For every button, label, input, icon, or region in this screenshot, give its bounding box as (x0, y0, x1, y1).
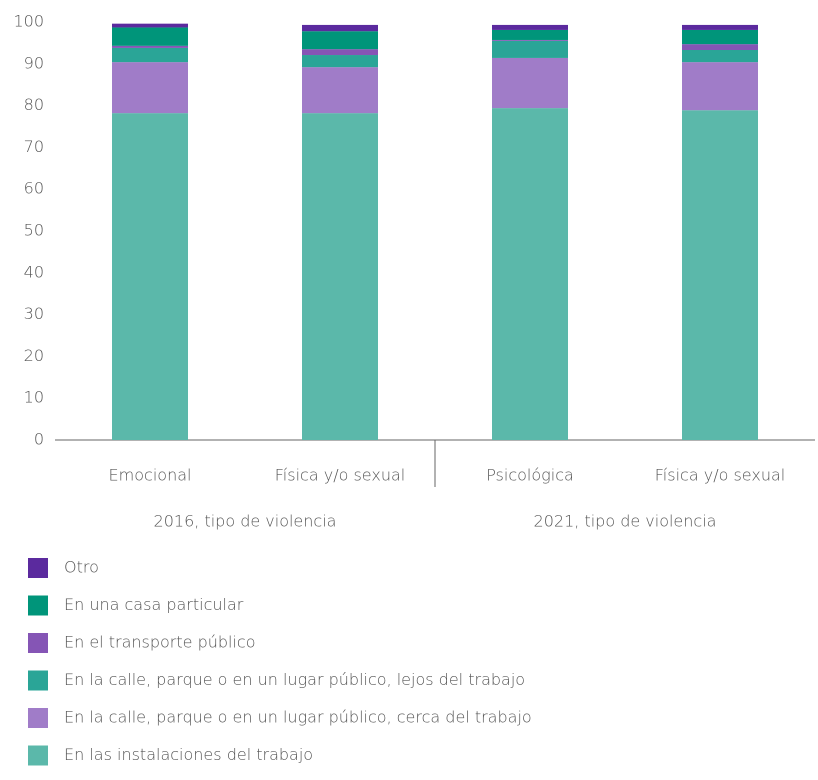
bar-segment (302, 113, 378, 441)
bar-segment (492, 29, 568, 40)
group-label: 2021, tipo de violencia (534, 512, 717, 531)
legend-label: En el transporte público (64, 633, 256, 652)
bar-segment (492, 108, 568, 440)
x-tick-label: Psicológica (486, 466, 574, 485)
y-tick-label: 90 (24, 53, 44, 72)
bar-segment (492, 24, 568, 30)
bar-segment (112, 113, 188, 441)
legend-swatch (28, 708, 48, 728)
x-tick-label: Física y/o sexual (275, 466, 405, 485)
legend-swatch (28, 745, 48, 766)
bar-segment (682, 29, 758, 45)
y-tick-label: 10 (24, 388, 44, 407)
bar-segment (682, 50, 758, 63)
y-tick-label: 100 (13, 12, 44, 31)
y-tick-label: 70 (24, 137, 44, 156)
legend-label: En una casa particular (64, 595, 244, 614)
legend-swatch (28, 558, 48, 578)
bar-segment (492, 40, 568, 58)
x-tick-label: Emocional (109, 466, 192, 485)
bar-segment (112, 47, 188, 63)
bar-segment (682, 62, 758, 111)
y-tick-label: 20 (24, 346, 44, 365)
bar-segment (112, 45, 188, 48)
legend-swatch (28, 670, 48, 691)
bar-segment (682, 44, 758, 51)
y-tick-label: 30 (24, 304, 44, 323)
y-tick-label: 80 (24, 95, 44, 114)
bar-segment (112, 23, 188, 28)
legend-label: En la calle, parque o en un lugar públic… (64, 708, 532, 727)
y-tick-label: 0 (34, 430, 44, 449)
bar-segment (302, 24, 378, 32)
bar-segment (302, 31, 378, 50)
bar-segment (112, 27, 188, 46)
bar-segment (492, 39, 568, 41)
legend-label: En las instalaciones del trabajo (64, 745, 313, 764)
legend-label: Otro (64, 558, 99, 577)
bar-segment (302, 55, 378, 68)
bar-segment (112, 62, 188, 114)
legend-swatch (28, 633, 48, 653)
x-tick-label: Física y/o sexual (655, 466, 785, 485)
bar-segment (682, 24, 758, 30)
legend-swatch (28, 595, 48, 616)
group-label: 2016, tipo de violencia (154, 512, 337, 531)
bar-segment (302, 67, 378, 114)
legend-label: En la calle, parque o en un lugar públic… (64, 670, 525, 689)
bar-segment (492, 57, 568, 109)
bar-segment (302, 49, 378, 56)
y-tick-label: 40 (24, 262, 44, 281)
y-tick-label: 60 (24, 179, 44, 198)
y-tick-label: 50 (24, 221, 44, 240)
bar-segment (682, 110, 758, 440)
